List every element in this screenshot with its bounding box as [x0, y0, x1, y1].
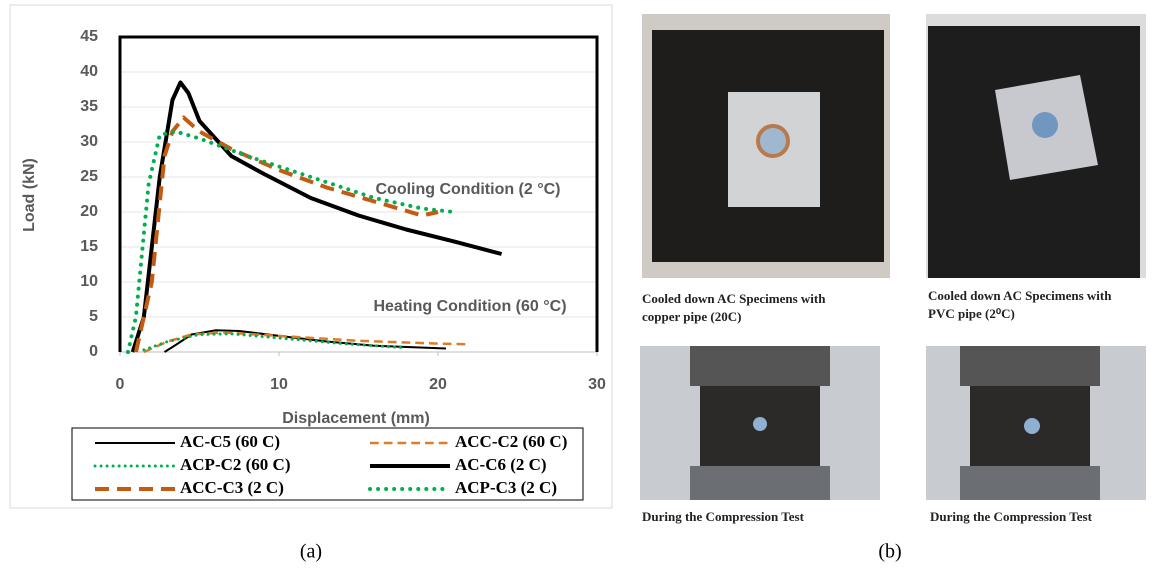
- panel-label: (b): [878, 541, 901, 563]
- photo-caption: Cooled down AC Specimens with: [642, 291, 826, 306]
- legend-label: AC-C5 (60 C): [180, 432, 280, 451]
- photo: [640, 346, 880, 500]
- y-tick-label: 0: [89, 343, 98, 360]
- y-tick-label: 15: [80, 238, 98, 255]
- annotation: Heating Condition (60 °C): [373, 298, 566, 315]
- figure: Cooled down AC Specimens with copper pip…: [0, 0, 1164, 574]
- y-tick-label: 35: [80, 98, 98, 115]
- legend-label: ACC-C2 (60 C): [455, 432, 567, 451]
- y-tick-label: 5: [89, 308, 98, 325]
- x-tick-label: 20: [429, 376, 447, 393]
- x-axis-title: Displacement (mm): [282, 410, 430, 427]
- legend-label: ACP-C3 (2 C): [455, 478, 557, 497]
- y-tick-label: 25: [80, 168, 98, 185]
- page: {"chart_data": {"type": "line", "x_label…: [0, 0, 1164, 574]
- legend-label: ACP-C2 (60 C): [180, 455, 290, 474]
- photo-caption: During the Compression Test: [930, 509, 1093, 524]
- photo-caption: copper pipe (20C): [642, 309, 741, 324]
- y-tick-label: 10: [80, 273, 98, 290]
- photo-caption: During the Compression Test: [642, 509, 805, 524]
- legend-label: AC-C6 (2 C): [455, 455, 547, 474]
- x-tick-label: 10: [270, 376, 288, 393]
- photo: [926, 346, 1146, 500]
- y-tick-label: 20: [80, 203, 98, 220]
- panel-label: (a): [300, 541, 322, 563]
- annotation: Cooling Condition (2 °C): [375, 181, 560, 198]
- legend-label: ACC-C3 (2 C): [180, 478, 284, 497]
- photo: [642, 14, 890, 278]
- y-tick-label: 45: [80, 28, 98, 45]
- photo: [926, 14, 1146, 278]
- photo-caption: PVC pipe (2⁰C): [928, 306, 1015, 321]
- y-axis-title: Load (kN): [21, 158, 38, 232]
- x-tick-label: 0: [116, 376, 125, 393]
- y-tick-label: 30: [80, 133, 98, 150]
- x-tick-label: 30: [588, 376, 606, 393]
- y-tick-label: 40: [80, 63, 98, 80]
- photo-caption: Cooled down AC Specimens with: [928, 288, 1112, 303]
